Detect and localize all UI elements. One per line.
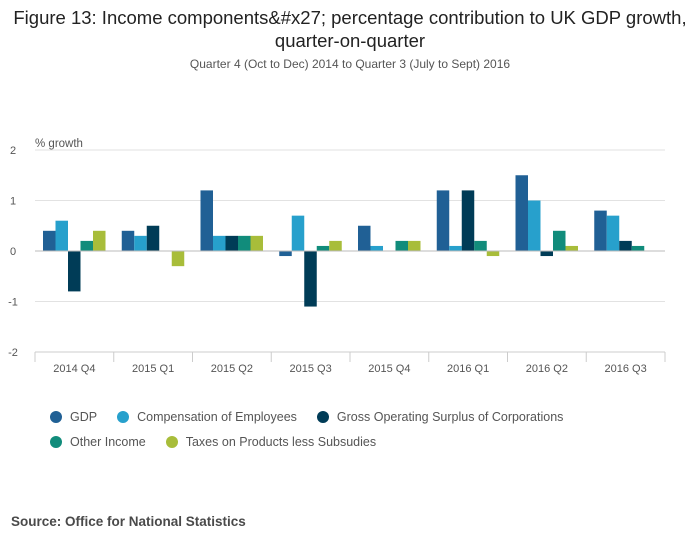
x-tick-label: 2014 Q4 xyxy=(53,363,95,375)
bar-gdp-2015-q1[interactable] xyxy=(121,230,135,251)
bar-taxes-on-products-less-subsudies-2016-q1[interactable] xyxy=(486,251,500,257)
bar-gdp-2016-q1[interactable] xyxy=(436,190,450,251)
bar-gross-operating-surplus-of-corporations-2015-q1[interactable] xyxy=(146,225,160,251)
y-tick-label: 2 xyxy=(10,145,16,157)
bar-taxes-on-products-less-subsudies-2015-q1[interactable] xyxy=(171,251,185,267)
chart-title: Figure 13: Income components&#x27; perce… xyxy=(13,7,687,51)
bar-compensation-of-employees-2016-q3[interactable] xyxy=(606,215,620,251)
legend-row-1: GDP Compensation of Employees Gross Oper… xyxy=(50,404,650,429)
bar-compensation-of-employees-2015-q3[interactable] xyxy=(291,215,305,251)
bar-gdp-2014-q4[interactable] xyxy=(43,230,56,251)
bar-gross-operating-surplus-of-corporations-2016-q2[interactable] xyxy=(540,251,554,257)
legend-item-gross-operating-surplus[interactable]: Gross Operating Surplus of Corporations xyxy=(316,409,564,424)
chart-svg: % growth 2 1 0 -1 -2 2014 Q4 2015 Q1 2015 Q2 201… xyxy=(8,138,666,375)
legend-item-other-income[interactable]: Other Income xyxy=(50,435,146,449)
bar-gross-operating-surplus-of-corporations-2016-q1[interactable] xyxy=(461,190,475,251)
legend-item-compensation[interactable]: Compensation of Employees xyxy=(117,410,297,424)
legend-label-other-income: Other Income xyxy=(70,434,146,449)
legend: GDP Compensation of Employees Gross Oper… xyxy=(50,404,650,454)
bar-taxes-on-products-less-subsudies-2015-q4[interactable] xyxy=(408,240,421,251)
y-axis-label: % growth xyxy=(35,138,83,150)
x-tick-label: 2016 Q1 xyxy=(447,363,489,375)
bar-gdp-2015-q4[interactable] xyxy=(358,225,371,251)
bar-gross-operating-surplus-of-corporations-2015-q2[interactable] xyxy=(225,235,239,251)
bar-other-income-2015-q4[interactable] xyxy=(395,240,409,251)
bars-group xyxy=(43,175,645,307)
bar-other-income-2014-q4[interactable] xyxy=(80,240,94,251)
bar-other-income-2016-q3[interactable] xyxy=(631,245,645,251)
bar-compensation-of-employees-2015-q1[interactable] xyxy=(134,235,147,251)
legend-item-taxes[interactable]: Taxes on Products less Subsudies xyxy=(165,434,377,449)
legend-row-2: Other Income Taxes on Products less Subs… xyxy=(50,429,650,454)
bar-other-income-2016-q2[interactable] xyxy=(553,230,566,251)
x-tick-label: 2016 Q3 xyxy=(605,363,647,375)
y-tick-label: -1 xyxy=(8,297,18,309)
x-tick-label: 2016 Q2 xyxy=(526,363,568,375)
legend-label-gdp: GDP xyxy=(70,409,98,424)
x-tick-label: 2015 Q2 xyxy=(211,363,253,375)
legend-swatch-gross-operating-surplus xyxy=(316,410,329,423)
bar-compensation-of-employees-2014-q4[interactable] xyxy=(55,220,69,251)
axes-group: 2 1 0 -1 -2 2014 Q4 2015 Q1 2015 Q2 2015 Q3 2015 … xyxy=(8,145,666,375)
legend-item-gdp[interactable]: GDP xyxy=(50,410,97,424)
bar-other-income-2016-q1[interactable] xyxy=(474,240,487,251)
bar-gross-operating-surplus-of-corporations-2016-q3[interactable] xyxy=(619,240,632,251)
source-note: Source: Office for National Statistics xyxy=(11,514,246,529)
y-tick-label: -2 xyxy=(8,347,18,359)
y-tick-label: 0 xyxy=(10,246,16,258)
bar-compensation-of-employees-2015-q4[interactable] xyxy=(370,245,384,251)
bar-gdp-2015-q2[interactable] xyxy=(200,190,214,251)
bar-gdp-2015-q3[interactable] xyxy=(279,251,292,257)
bar-compensation-of-employees-2016-q1[interactable] xyxy=(449,245,462,251)
bar-gross-operating-surplus-of-corporations-2014-q4[interactable] xyxy=(68,251,81,292)
bar-gdp-2016-q2[interactable] xyxy=(515,175,529,251)
legend-swatch-other-income xyxy=(50,435,62,448)
bar-gdp-2016-q3[interactable] xyxy=(594,210,607,251)
x-tick-label: 2015 Q4 xyxy=(368,363,410,375)
legend-swatch-taxes xyxy=(165,435,178,448)
legend-swatch-gdp xyxy=(50,410,62,423)
legend-label-taxes: Taxes on Products less Subsudies xyxy=(185,434,377,449)
bar-taxes-on-products-less-subsudies-2015-q2[interactable] xyxy=(250,235,264,251)
legend-swatch-compensation xyxy=(117,410,130,423)
bar-taxes-on-products-less-subsudies-2014-q4[interactable] xyxy=(93,230,106,251)
x-tick-label: 2015 Q3 xyxy=(290,363,332,375)
bar-other-income-2015-q2[interactable] xyxy=(238,235,251,251)
y-tick-label: 1 xyxy=(10,196,16,208)
bar-taxes-on-products-less-subsudies-2015-q3[interactable] xyxy=(329,240,342,251)
bar-other-income-2015-q3[interactable] xyxy=(316,245,330,251)
bar-gross-operating-surplus-of-corporations-2015-q3[interactable] xyxy=(304,251,317,307)
bar-compensation-of-employees-2016-q2[interactable] xyxy=(528,200,541,252)
legend-label-gross-operating-surplus: Gross Operating Surplus of Corporations xyxy=(336,409,564,424)
bar-taxes-on-products-less-subsudies-2016-q2[interactable] xyxy=(565,245,579,251)
legend-label-compensation: Compensation of Employees xyxy=(137,409,297,424)
bar-compensation-of-employees-2015-q2[interactable] xyxy=(213,235,226,251)
x-tick-label: 2015 Q1 xyxy=(132,363,174,375)
chart-subtitle: Quarter 4 (Oct to Dec) 2014 to Quarter 3… xyxy=(189,57,511,71)
